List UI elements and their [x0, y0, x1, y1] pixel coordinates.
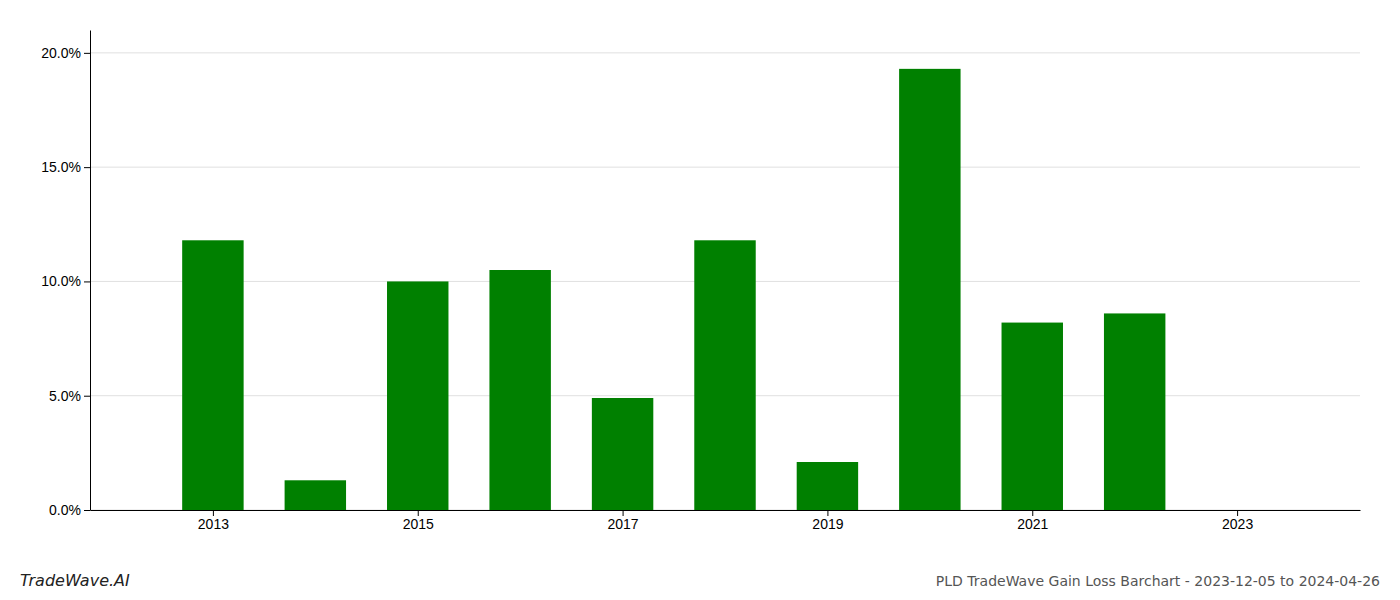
y-tick-mark: [84, 396, 90, 397]
y-tick: 15.0%: [41, 159, 90, 175]
y-axis: 0.0% 5.0% 10.0% 15.0% 20.0%: [41, 31, 90, 518]
y-axis-line: [90, 31, 91, 511]
x-tick-label: 2021: [1017, 516, 1048, 532]
plot: 2013 2015 2017 2019 2021 2023 0.0% 5.0% 10.0% 15.…: [41, 31, 1360, 532]
bars: [182, 69, 1165, 510]
x-tick-label: 2023: [1222, 516, 1253, 532]
y-tick-label: 15.0%: [41, 159, 81, 175]
x-tick-label: 2017: [608, 516, 639, 532]
y-tick-label: 5.0%: [49, 388, 81, 404]
y-tick: 0.0%: [49, 502, 90, 518]
bar: [1206, 510, 1267, 511]
y-tick: 5.0%: [49, 388, 90, 404]
x-tick: 2017: [608, 510, 639, 532]
y-tick: 10.0%: [41, 273, 90, 289]
y-tick: 20.0%: [41, 45, 90, 61]
x-axis-line: [91, 510, 1361, 511]
watermark: TradeWave.AI: [20, 571, 130, 590]
bar: [387, 281, 448, 510]
bar: [1002, 323, 1063, 510]
x-tick-label: 2013: [198, 516, 229, 532]
y-tick-mark: [84, 167, 90, 168]
bar: [489, 270, 550, 510]
x-tick-label: 2019: [812, 516, 843, 532]
bar: [797, 462, 858, 510]
y-tick-mark: [84, 53, 90, 54]
bar: [899, 69, 960, 510]
x-tick: 2023: [1222, 510, 1253, 532]
bar: [592, 398, 653, 510]
bar: [694, 240, 755, 510]
grid-line: [90, 52, 1360, 53]
x-tick: 2019: [812, 510, 843, 532]
y-tick-mark: [84, 281, 90, 282]
y-tick-label: 20.0%: [41, 45, 81, 61]
bar: [285, 480, 346, 510]
chart: 2013 2015 2017 2019 2021 2023 0.0% 5.0% 10.0% 15.…: [0, 0, 1400, 600]
y-tick-label: 0.0%: [49, 502, 81, 518]
grid-line: [90, 167, 1360, 168]
bar: [1104, 313, 1165, 510]
bar: [182, 240, 243, 510]
x-tick: 2021: [1017, 510, 1048, 532]
y-tick-label: 10.0%: [41, 273, 81, 289]
x-tick: 2013: [198, 510, 229, 532]
x-tick: 2015: [403, 510, 434, 532]
x-axis: 2013 2015 2017 2019 2021 2023: [91, 510, 1361, 532]
title: PLD TradeWave Gain Loss Barchart - 2023-…: [936, 573, 1380, 589]
x-tick-label: 2015: [403, 516, 434, 532]
y-tick-mark: [84, 510, 90, 511]
grid: [90, 53, 1360, 510]
